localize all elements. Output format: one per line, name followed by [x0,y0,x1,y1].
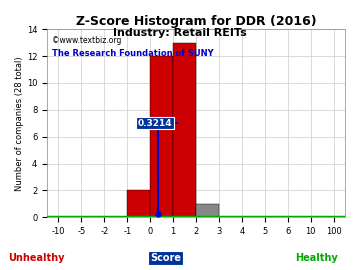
Text: The Research Foundation of SUNY: The Research Foundation of SUNY [51,49,213,58]
Bar [150,56,173,217]
Text: Unhealthy: Unhealthy [8,253,64,263]
Text: Healthy: Healthy [296,253,338,263]
Text: Score: Score [150,253,181,263]
Bar [196,204,219,217]
Title: Z-Score Histogram for DDR (2016): Z-Score Histogram for DDR (2016) [76,15,316,28]
Text: Industry: Retail REITs: Industry: Retail REITs [113,28,247,38]
Text: 0.3214: 0.3214 [138,119,172,128]
Bar [127,191,150,217]
Bar [173,43,196,217]
Y-axis label: Number of companies (28 total): Number of companies (28 total) [15,56,24,191]
Text: ©www.textbiz.org: ©www.textbiz.org [51,36,121,45]
